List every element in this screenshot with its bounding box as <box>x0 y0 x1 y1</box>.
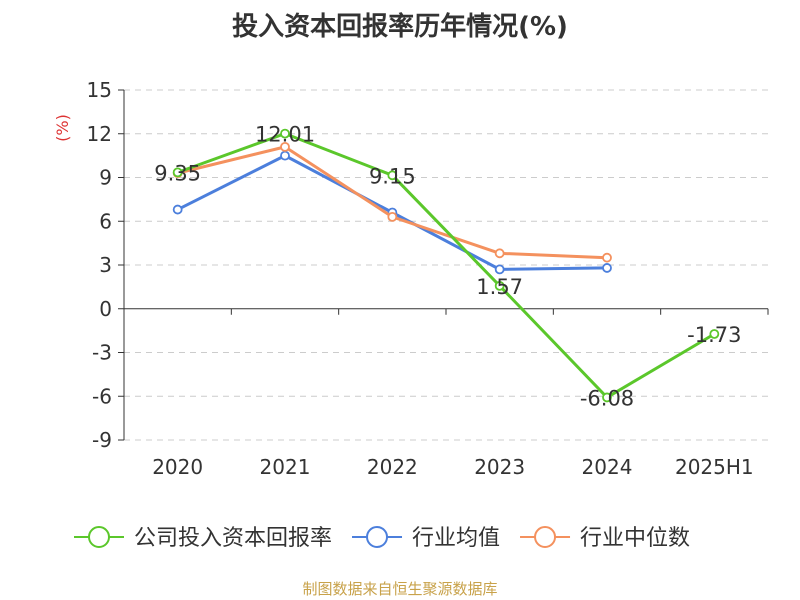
source-note: 制图数据来自恒生聚源数据库 <box>302 580 498 598</box>
series-point <box>494 264 505 275</box>
legend-marker <box>534 526 557 548</box>
series-point <box>172 204 183 215</box>
chart-title: 投入资本回报率历年情况(%) <box>232 12 568 42</box>
y-tick-label: -3 <box>92 341 112 365</box>
series-point <box>387 211 398 222</box>
series-point <box>494 248 505 259</box>
y-tick-label: 6 <box>99 209 112 233</box>
x-tick-label: 2024 <box>582 455 633 479</box>
data-label: 9.35 <box>154 161 201 185</box>
data-label: -6.08 <box>580 386 634 410</box>
y-tick-label: 12 <box>87 122 112 146</box>
x-tick-label: 2022 <box>367 455 418 479</box>
data-label: -1.73 <box>687 323 741 347</box>
y-tick-label: 0 <box>99 297 112 321</box>
y-tick-label: -6 <box>92 384 112 408</box>
series-point <box>602 392 612 403</box>
data-label: 9.15 <box>369 164 416 188</box>
series-point <box>494 280 505 291</box>
y-tick-label: 15 <box>87 78 112 102</box>
series-point <box>280 128 290 139</box>
y-axis-label: (%) <box>53 114 72 142</box>
legend-label: 公司投入资本回报率 <box>134 526 332 551</box>
x-tick-label: 2025H1 <box>675 455 754 479</box>
legend-marker <box>88 526 110 548</box>
series-point <box>709 329 720 339</box>
series-line <box>177 132 716 399</box>
legend-label: 行业均值 <box>412 526 500 551</box>
series-point <box>602 263 612 273</box>
data-label: 12.01 <box>255 123 315 147</box>
data-label: 1.57 <box>476 275 523 299</box>
y-tick-label: 9 <box>99 166 112 190</box>
x-tick-label: 2021 <box>260 455 311 479</box>
y-tick-label: 3 <box>99 253 112 277</box>
series-point <box>602 252 612 263</box>
x-tick-label: 2020 <box>152 455 203 479</box>
series-point <box>387 170 398 181</box>
legend-marker <box>366 526 389 548</box>
y-tick-label: -9 <box>92 428 112 452</box>
legend-label: 行业中位数 <box>580 526 690 551</box>
series-point <box>280 141 290 152</box>
series-point <box>172 167 183 178</box>
series-point <box>280 150 290 161</box>
x-tick-label: 2023 <box>474 455 525 479</box>
